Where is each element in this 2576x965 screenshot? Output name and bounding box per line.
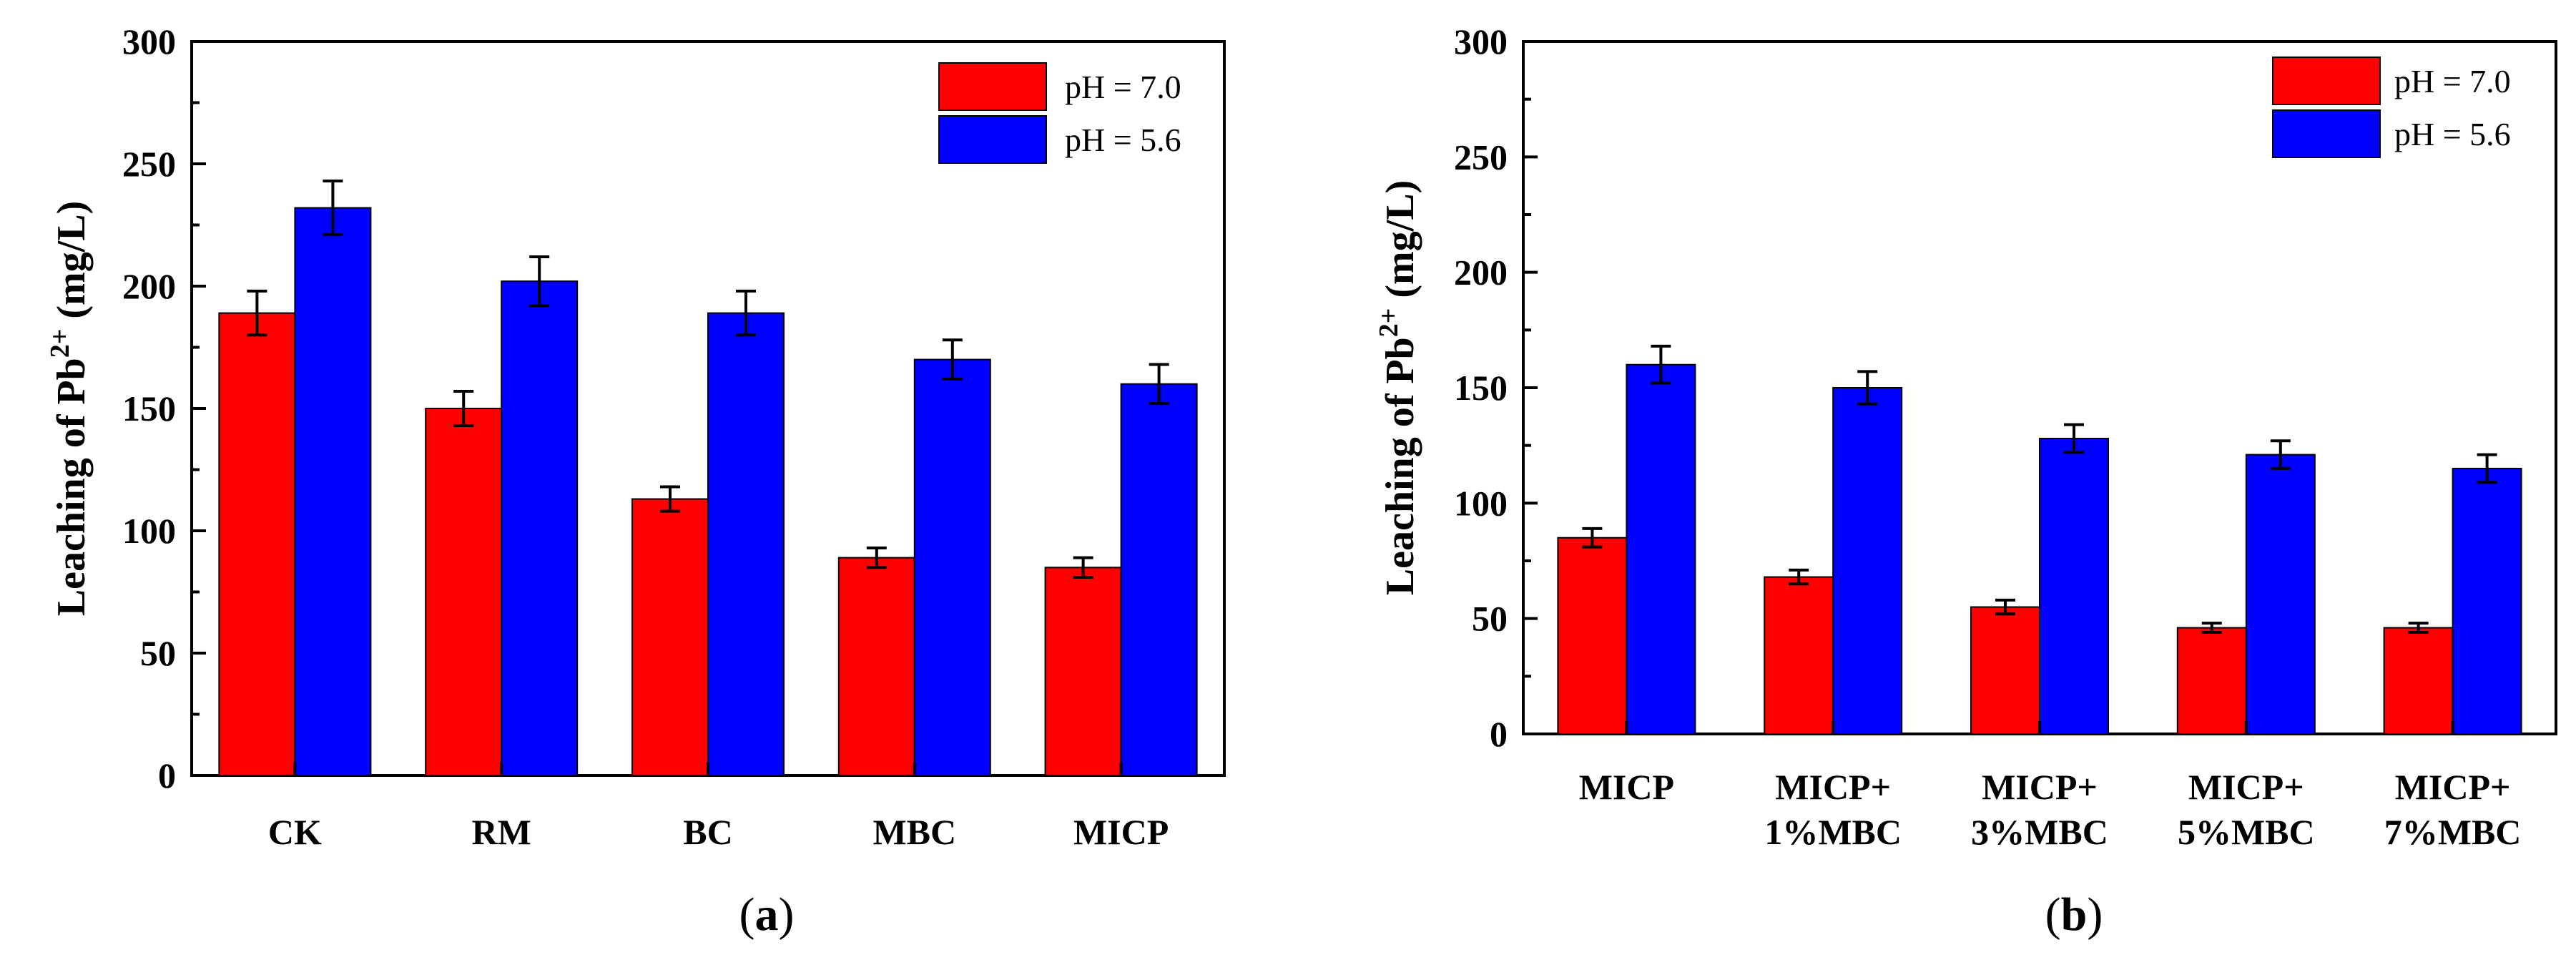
bar-ph70	[2383, 627, 2454, 735]
bar-ph70	[2176, 627, 2247, 735]
bar-ph56	[1626, 363, 1696, 735]
chart-panel-b: 0 50 100 150 200 250 300 Leaching of Pb2+ (mg/L…	[1374, 21, 2557, 941]
y-tick-label: 150	[122, 388, 176, 428]
x-tick-label: CK	[268, 812, 322, 852]
x-tick-label: MICP+ 7%MBC	[2384, 767, 2522, 852]
bar-ph56	[2039, 437, 2109, 735]
legend-swatch-ph56	[2272, 109, 2381, 158]
x-tick-label: MICP+ 1%MBC	[1764, 767, 1902, 852]
bar-ph56	[707, 312, 785, 776]
bar-ph70	[425, 408, 503, 776]
bar-ph70	[1044, 567, 1122, 776]
x-tick-label: MBC	[872, 812, 956, 852]
bar-ph70	[1764, 576, 1834, 735]
bar-ph56	[501, 280, 579, 777]
legend-swatch-ph70	[938, 62, 1047, 111]
x-tick-label: RM	[472, 812, 531, 852]
legend-label-ph56: pH = 5.6	[2394, 116, 2511, 152]
y-tick-label: 200	[122, 266, 176, 306]
y-tick-label: 300	[122, 21, 176, 62]
bar-ph70	[631, 498, 709, 776]
panel-label: (a)	[739, 888, 795, 941]
bar-ph70	[1970, 606, 2040, 735]
y-tick-label: 0	[158, 755, 176, 795]
bar-ph56	[913, 358, 991, 777]
y-tick-label: 250	[122, 144, 176, 184]
bar-ph56	[1120, 383, 1198, 776]
y-tick-label: 50	[1472, 599, 1508, 639]
y-tick-label: 100	[122, 511, 176, 551]
y-tick-label: 200	[1454, 253, 1508, 293]
x-tick-label: MICP	[1579, 767, 1674, 807]
y-tick-label: 100	[1454, 483, 1508, 523]
panel-label: (b)	[2045, 888, 2103, 941]
y-axis-title: Leaching of Pb2+ (mg/L)	[45, 201, 94, 616]
y-tick-label: 150	[1454, 368, 1508, 408]
bar-ph56	[1832, 387, 1903, 735]
y-tick-label: 250	[1454, 137, 1508, 177]
y-tick-label: 300	[1454, 21, 1508, 62]
y-tick-label: 0	[1490, 714, 1508, 754]
legend-label-ph70: pH = 7.0	[2394, 63, 2511, 99]
x-tick-label: MICP+ 3%MBC	[1971, 767, 2108, 852]
bar-ph70	[1557, 537, 1628, 735]
x-tick-label: MICP	[1073, 812, 1169, 852]
bar-ph56	[2245, 454, 2316, 735]
legend-label-ph56: pH = 5.6	[1065, 122, 1181, 158]
chart-panel-a: 0 50 100 150 200 250 300 Leaching of Pb2+ (mg/L…	[45, 21, 1226, 941]
legend-label-ph70: pH = 7.0	[1065, 69, 1181, 105]
x-tick-label: BC	[683, 812, 732, 852]
x-tick-label: MICP+ 5%MBC	[2178, 767, 2315, 852]
legend-swatch-ph56	[938, 115, 1047, 164]
y-tick-label: 50	[140, 633, 176, 673]
bar-ph56	[294, 207, 372, 776]
bar-ph56	[2452, 467, 2522, 735]
bar-ph70	[837, 557, 915, 776]
y-axis-title: Leaching of Pb2+ (mg/L)	[1374, 180, 1422, 595]
legend-swatch-ph70	[2272, 57, 2381, 105]
bar-ph70	[218, 312, 296, 776]
